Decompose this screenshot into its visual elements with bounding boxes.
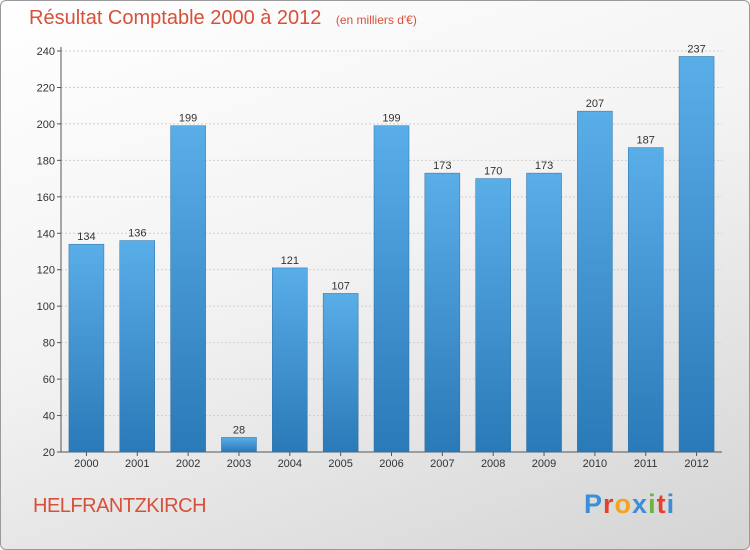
x-tick-label: 2006 bbox=[379, 458, 403, 470]
bar-value-label: 28 bbox=[233, 424, 245, 436]
bar bbox=[221, 437, 257, 453]
bar-value-label: 134 bbox=[77, 231, 95, 243]
bar bbox=[577, 110, 613, 453]
y-tick-label: 120 bbox=[37, 265, 55, 277]
x-tick-label: 2011 bbox=[634, 458, 658, 470]
x-tick-label: 2003 bbox=[227, 458, 251, 470]
bar-value-label: 121 bbox=[281, 255, 299, 267]
x-tick-label: 2012 bbox=[684, 458, 708, 470]
bar-value-label: 199 bbox=[382, 113, 400, 125]
y-tick-label: 240 bbox=[37, 46, 55, 58]
y-tick-label: 100 bbox=[37, 301, 55, 313]
bar bbox=[272, 267, 308, 453]
x-tick-label: 2001 bbox=[125, 458, 149, 470]
y-tick-label: 20 bbox=[43, 447, 55, 459]
bar-value-label: 173 bbox=[433, 160, 451, 172]
x-tick-label: 2008 bbox=[481, 458, 505, 470]
logo-letter: r bbox=[603, 489, 615, 519]
bar bbox=[68, 243, 105, 453]
bar bbox=[526, 172, 562, 453]
bar bbox=[678, 56, 715, 453]
bar bbox=[373, 125, 410, 453]
bars bbox=[68, 56, 715, 453]
x-tick-label: 2005 bbox=[328, 458, 352, 470]
proxiti-logo[interactable]: Proxiti bbox=[584, 489, 675, 520]
bar bbox=[627, 147, 664, 453]
bar-value-label: 170 bbox=[484, 166, 502, 178]
y-tick-label: 200 bbox=[37, 119, 55, 131]
x-tick-label: 2004 bbox=[278, 458, 302, 470]
bar-value-label: 136 bbox=[128, 228, 146, 240]
bar bbox=[475, 178, 511, 453]
chart-title-row: Résultat Comptable 2000 à 2012 (en milli… bbox=[29, 7, 417, 30]
x-tick-label: 2010 bbox=[583, 458, 607, 470]
bar-value-label: 173 bbox=[535, 160, 553, 172]
bar bbox=[322, 293, 359, 453]
location-name: HELFRANTZKIRCH bbox=[33, 495, 207, 517]
y-tick-label: 160 bbox=[37, 192, 55, 204]
chart-title: Résultat Comptable 2000 à 2012 bbox=[29, 7, 322, 29]
y-tick-label: 40 bbox=[43, 411, 55, 423]
bar-value-label: 107 bbox=[331, 280, 349, 292]
logo-letter: P bbox=[584, 489, 604, 519]
bar-value-label: 199 bbox=[179, 113, 197, 125]
bar bbox=[119, 240, 156, 453]
logo-letter: i bbox=[666, 489, 676, 519]
logo-letter: o bbox=[614, 489, 633, 519]
x-tick-label: 2007 bbox=[430, 458, 454, 470]
logo-letter: i bbox=[648, 489, 657, 519]
y-tick-label: 60 bbox=[43, 374, 55, 386]
x-tick-label: 2009 bbox=[532, 458, 556, 470]
y-tick-label: 80 bbox=[43, 338, 55, 350]
bar-value-label: 237 bbox=[687, 43, 705, 55]
x-tick-label: 2002 bbox=[176, 458, 200, 470]
bar bbox=[170, 125, 206, 453]
bar-value-label: 187 bbox=[637, 135, 655, 147]
bar-value-label: 207 bbox=[586, 98, 604, 110]
labels: 20 40 60 80 100 120 140 160 180 200 220 240 134 2000 1… bbox=[37, 43, 709, 470]
logo-letter: t bbox=[656, 489, 667, 519]
chart-subtitle: (en milliers d'€) bbox=[335, 13, 417, 27]
x-tick-label: 2000 bbox=[74, 458, 98, 470]
y-tick-label: 180 bbox=[37, 155, 55, 167]
y-tick-label: 220 bbox=[37, 82, 55, 94]
y-tick-label: 140 bbox=[37, 228, 55, 240]
bar bbox=[424, 172, 461, 453]
logo-letter: x bbox=[632, 489, 649, 519]
